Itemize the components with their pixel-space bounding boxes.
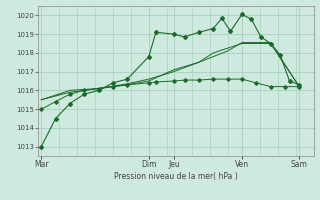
X-axis label: Pression niveau de la mer( hPa ): Pression niveau de la mer( hPa ) — [114, 172, 238, 181]
